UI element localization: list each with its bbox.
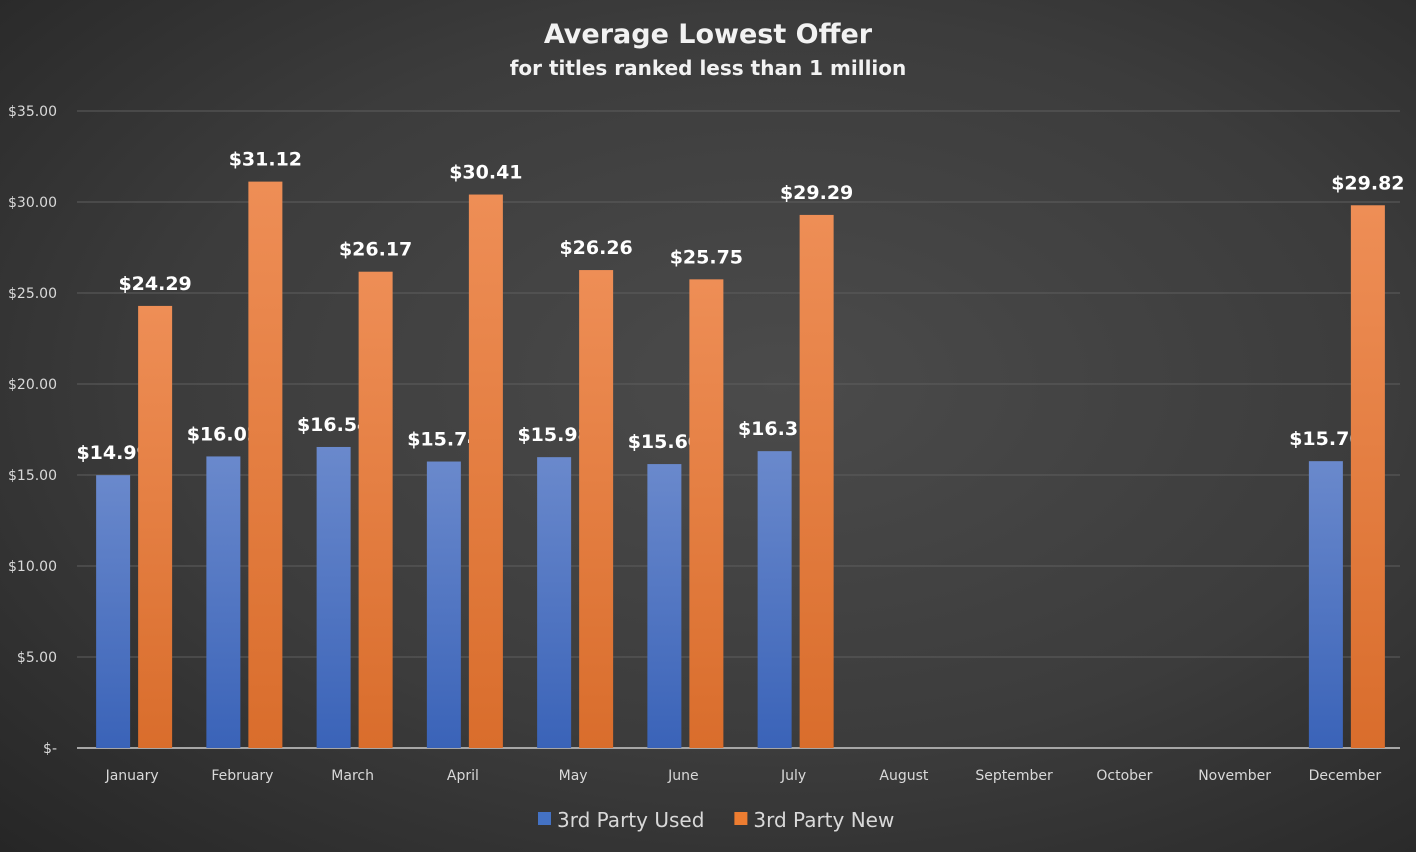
y-tick-label: $35.00: [8, 104, 57, 120]
bar-used: [757, 451, 792, 748]
legend-swatch: [538, 812, 551, 825]
x-tick-label: July: [780, 768, 806, 784]
x-tick-label: May: [559, 768, 588, 784]
x-tick-label: November: [1198, 768, 1271, 784]
data-label: $29.29: [780, 182, 853, 204]
y-tick-label: $20.00: [8, 377, 57, 393]
y-tick-label: $15.00: [8, 468, 57, 484]
bar-used: [316, 446, 351, 748]
data-label: $31.12: [229, 149, 302, 171]
data-label: $25.75: [670, 246, 743, 268]
x-tick-label: April: [447, 768, 479, 784]
y-tick-label: $25.00: [8, 286, 57, 302]
x-tick-label: September: [975, 768, 1053, 784]
bar-used: [537, 457, 572, 748]
bar-used: [206, 456, 241, 748]
bar-new: [579, 270, 614, 748]
data-label: $15.76: [1289, 428, 1362, 450]
bar-new: [1350, 205, 1385, 748]
x-tick-label: December: [1309, 768, 1382, 784]
x-tick-label: March: [331, 768, 374, 784]
chart-subtitle: for titles ranked less than 1 million: [510, 56, 907, 80]
data-label: $15.60: [628, 431, 701, 453]
bar-new: [138, 305, 173, 748]
y-tick-label: $30.00: [8, 195, 57, 211]
bar-new: [468, 194, 503, 749]
data-label: $26.17: [339, 239, 412, 261]
x-tick-label: June: [667, 768, 699, 784]
bar-new: [799, 214, 834, 748]
data-label: $16.02: [187, 423, 260, 445]
bar-used: [647, 464, 682, 748]
x-tick-label: October: [1096, 768, 1152, 784]
bar-new: [358, 271, 393, 748]
legend-label: 3rd Party Used: [557, 808, 704, 832]
data-label: $15.74: [407, 429, 480, 451]
data-label: $26.26: [559, 237, 632, 259]
data-label: $29.82: [1331, 172, 1404, 194]
data-label: $14.99: [76, 442, 149, 464]
data-label: $24.29: [118, 273, 191, 295]
chart-title: Average Lowest Offer: [544, 19, 873, 50]
data-label: $16.31: [738, 418, 811, 440]
bar-used: [1308, 461, 1343, 748]
data-label: $15.98: [517, 424, 590, 446]
data-label: $30.41: [449, 162, 522, 184]
legend-swatch: [734, 812, 748, 825]
bar-used: [426, 461, 461, 748]
data-label: $16.54: [297, 414, 370, 436]
y-tick-label: $-: [43, 741, 57, 757]
x-tick-label: February: [211, 768, 273, 784]
bar-new: [689, 279, 724, 748]
x-tick-label: August: [879, 768, 929, 784]
legend-label: 3rd Party New: [753, 808, 894, 832]
y-tick-label: $5.00: [17, 650, 57, 666]
bar-new: [248, 181, 283, 749]
x-tick-label: January: [105, 768, 159, 784]
y-tick-label: $10.00: [8, 559, 57, 575]
bar-used: [96, 475, 131, 748]
